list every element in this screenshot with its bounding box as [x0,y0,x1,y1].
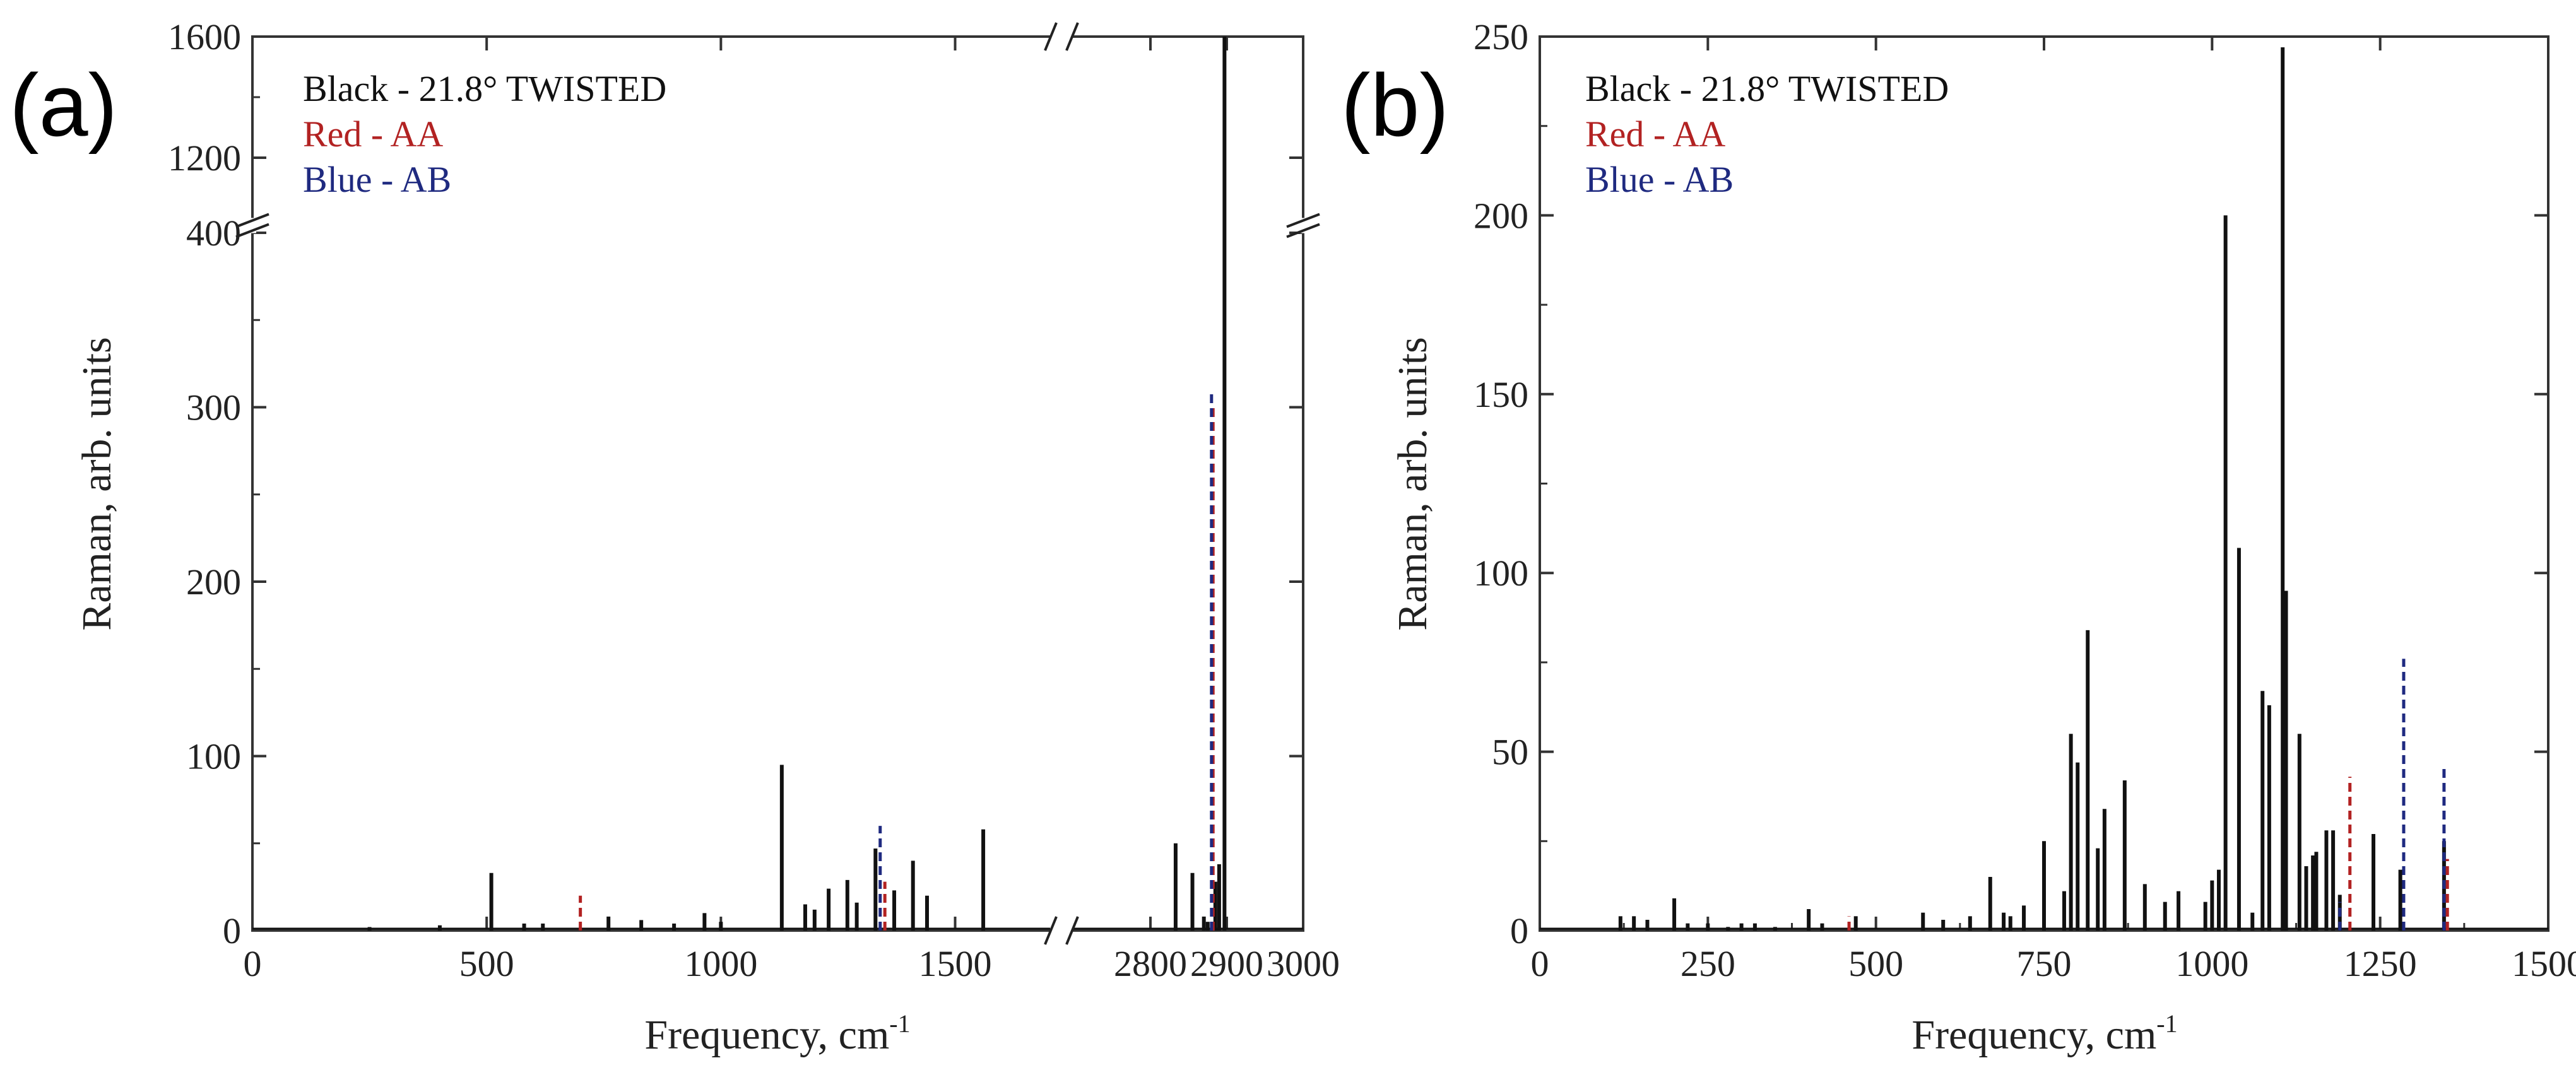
panel-a-letter: (a) [9,56,117,155]
x-tick-label: 500 [1848,943,1903,984]
x-break-mark [1044,22,1058,51]
x-tick-label: 1500 [2512,943,2576,984]
y-break-mark [1286,213,1320,228]
x-tick-label: 1250 [2344,943,2417,984]
x-break-mark [1065,916,1079,945]
y-tick-label: 200 [1474,195,1528,236]
panel-b-ylabel: Raman, arb. units [1390,337,1436,631]
y-tick-label: 100 [186,736,241,777]
legend-b-red: Red - AA [1585,114,1725,155]
y-break-mark [235,213,269,228]
legend-a-blue: Blue - AB [303,159,451,200]
panel-a-ticks: 0 500 1000 1500 2800 2900 3000 0 100 200 300 400 120… [168,16,1340,984]
y-break-mark [235,223,269,238]
panel-b-xlabel: Frequency, cm-1 [1911,1009,2177,1058]
y-tick-label: 100 [1474,553,1528,594]
x-break-mark [1065,22,1079,51]
legend-a-red: Red - AA [303,114,443,155]
panel-a-frame [251,35,1304,932]
y-break-mark [1286,223,1320,238]
x-break-mark [1044,916,1058,945]
x-tick-label: 2900 [1190,943,1263,984]
panel-a-xlabel: Frequency, cm-1 [644,1009,910,1058]
panel-a: (a) 0 500 1000 1500 2800 2900 3000 0 100 200 300 40… [9,16,1340,1058]
legend-a-black: Black - 21.8° TWISTED [303,68,666,109]
y-tick-label: 200 [186,561,241,602]
x-axis-gap [1050,927,1073,934]
panel-b-letter: (b) [1341,56,1449,155]
x-tick-label: 2800 [1114,943,1187,984]
legend-b-black: Black - 21.8° TWISTED [1585,68,1949,109]
y-tick-label: 250 [1474,16,1528,57]
panel-a-ylabel: Raman, arb. units [74,337,120,631]
panel-a-axis-breaks [235,22,1320,945]
y-tick-label: 400 [186,213,241,254]
y-tick-label: 50 [1492,732,1528,773]
x-tick-label: 1500 [919,943,992,984]
y-tick-label: 300 [186,387,241,428]
x-axis-gap [1050,33,1073,40]
y-tick-label: 1200 [168,138,241,179]
panel-a-legend: Black - 21.8° TWISTED Red - AA Blue - AB [303,68,666,200]
x-tick-label: 750 [2017,943,2072,984]
x-tick-label: 3000 [1267,943,1340,984]
panel-b-bars [1540,47,2548,931]
panel-b-ticks: 0 250 500 750 1000 1250 1500 0 50 100 150 200 250 [1474,16,2576,984]
x-tick-label: 0 [1531,943,1549,984]
x-tick-label: 250 [1681,943,1735,984]
y-tick-label: 150 [1474,374,1528,415]
panel-b-legend: Black - 21.8° TWISTED Red - AA Blue - AB [1585,68,1949,200]
x-tick-label: 1000 [2175,943,2248,984]
y-tick-label: 1600 [168,16,241,57]
x-tick-label: 0 [244,943,262,984]
panel-b: (b) 0 250 500 750 1000 1250 1500 0 50 100 150 200 25… [1341,16,2576,1058]
legend-b-blue: Blue - AB [1585,159,1734,200]
y-tick-label: 0 [1510,910,1528,951]
x-tick-label: 1000 [684,943,757,984]
x-tick-label: 500 [459,943,514,984]
y-tick-label: 0 [223,910,241,951]
panel-a-bars [252,37,1303,931]
